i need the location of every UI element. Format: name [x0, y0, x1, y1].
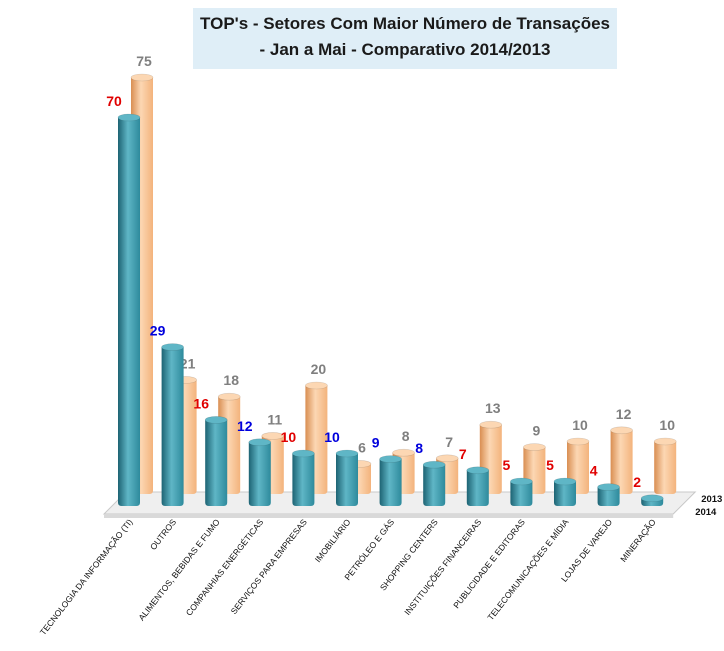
data-label-2014: 10	[281, 429, 297, 445]
data-label-2013: 11	[267, 411, 282, 427]
bar-2014	[510, 477, 533, 506]
bar-2014	[117, 113, 141, 506]
data-label-2013: 10	[572, 417, 588, 433]
chart-title: TOP's - Setores Com Maior Número de Tran…	[193, 8, 617, 69]
chart-title-line-2: - Jan a Mai - Comparativo 2014/2013	[259, 40, 551, 59]
data-label-2014: 5	[503, 457, 511, 473]
chart-floor-edge	[104, 514, 674, 518]
data-label-2014: 8	[415, 440, 423, 456]
category-label: COMPANHIAS ENERGÉTICAS	[184, 517, 266, 618]
bar-2014	[204, 416, 228, 506]
chart-title-line-1: TOP's - Setores Com Maior Número de Tran…	[200, 14, 610, 33]
bar-2014	[379, 455, 402, 506]
category-label: MINERAÇÃO	[618, 517, 658, 564]
data-label-2013: 20	[311, 361, 327, 377]
data-label-2013: 9	[533, 423, 541, 439]
data-label-2014: 5	[546, 457, 554, 473]
bar-2014	[292, 449, 315, 506]
data-label-2013: 12	[616, 406, 632, 422]
data-label-2013: 21	[180, 355, 196, 371]
category-label: PUBLICIDADE E EDITORAS	[451, 517, 527, 610]
data-label-2014: 12	[237, 418, 253, 434]
data-label-2013: 6	[358, 439, 366, 455]
bar-2014	[640, 494, 664, 506]
legend-label-2013: 2013	[701, 494, 722, 505]
category-label: OUTROS	[148, 517, 178, 552]
category-label: TELECOMUNICAÇÕES E MÍDIA	[485, 517, 570, 622]
data-label-2013: 8	[402, 428, 410, 444]
data-label-2014: 2	[633, 474, 641, 490]
bar-2014	[466, 466, 490, 506]
data-label-2013: 7	[445, 434, 453, 450]
data-label-2014: 70	[106, 93, 122, 109]
bar-2014	[335, 449, 359, 506]
data-label-2013: 13	[485, 400, 501, 416]
category-label: TECNOLOGIA DA INFORMAÇÃO (TI)	[38, 517, 135, 637]
data-label-2014: 16	[193, 395, 209, 411]
data-label-2014: 7	[459, 446, 467, 462]
data-label-2014: 10	[324, 429, 340, 445]
bar-2014	[422, 460, 446, 506]
bar-2013	[653, 437, 677, 494]
bar-2014	[248, 438, 272, 506]
category-label: SERVIÇOS PARA EMPRESAS	[229, 517, 310, 616]
legend-label-2014: 2014	[695, 507, 717, 518]
category-label: IMOBILIÁRIO	[313, 517, 353, 564]
bar-2013	[610, 426, 633, 494]
data-label-2014: 4	[590, 463, 598, 479]
bar-2014	[553, 477, 577, 506]
bar-2014	[161, 343, 184, 506]
data-label-2013: 75	[136, 53, 152, 69]
data-label-2014: 9	[372, 435, 380, 451]
category-label: ALIMENTOS, BEBIDAS E FUMO	[136, 517, 222, 623]
category-label: INSTITUIÇÕES FINANCEIRAS	[402, 517, 483, 617]
data-label-2014: 29	[150, 323, 166, 339]
data-label-2013: 18	[223, 372, 239, 388]
bar-2014	[597, 483, 620, 506]
data-label-2013: 10	[659, 417, 675, 433]
